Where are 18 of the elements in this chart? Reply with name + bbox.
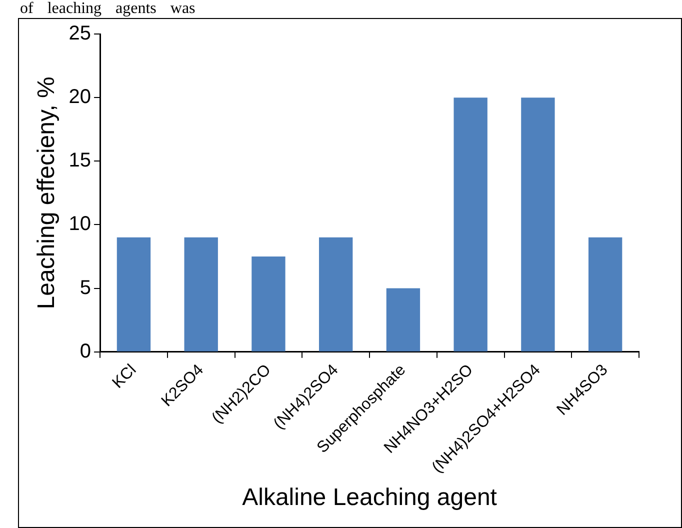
y-tick-label: 5 xyxy=(80,276,92,299)
bar xyxy=(386,288,420,352)
y-tick-label: 25 xyxy=(68,22,92,45)
bar xyxy=(116,237,151,352)
x-tick-label: KCl xyxy=(109,362,140,392)
y-axis-title: Leaching effecieny, % xyxy=(33,76,60,310)
bar xyxy=(454,98,488,352)
y-tick-label: 0 xyxy=(80,340,92,362)
y-tick-label: 15 xyxy=(68,150,92,172)
y-tick-label: 10 xyxy=(68,213,92,236)
bar xyxy=(252,256,286,352)
bar xyxy=(521,98,555,352)
text: of leaching agents was xyxy=(20,0,196,18)
bar xyxy=(184,237,218,352)
bar xyxy=(318,237,353,352)
y-tick-label: 20 xyxy=(68,86,92,108)
bar xyxy=(588,237,622,352)
x-axis-title: Alkaline Leaching agent xyxy=(242,484,498,512)
